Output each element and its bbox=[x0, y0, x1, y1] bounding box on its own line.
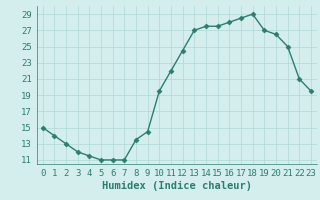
X-axis label: Humidex (Indice chaleur): Humidex (Indice chaleur) bbox=[102, 181, 252, 191]
